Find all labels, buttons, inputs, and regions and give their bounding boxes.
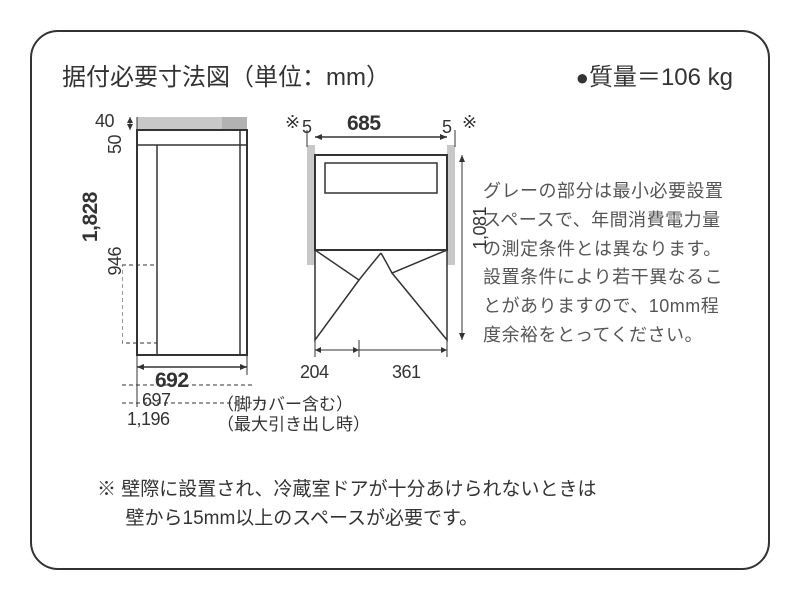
dim-depth-cover: 697 xyxy=(142,390,171,411)
dim-total-height: 1,828 xyxy=(79,192,103,242)
weight-key: 質量＝ xyxy=(589,64,661,91)
description-text: グレーの部分は最小必要設置スペースで、年間消費電力量の測定条件とは異なります。設… xyxy=(483,177,733,350)
dim-width: 685 xyxy=(347,112,381,136)
dim-top-gap: 40 xyxy=(95,111,114,132)
footnote: ※ 壁際に設置され、冷蔵室ドアが十分あけられないときは 壁から15mm以上のスペ… xyxy=(97,476,596,533)
bullet-icon: ● xyxy=(576,65,589,90)
dim-drawer: 946 xyxy=(105,247,126,276)
dim-upper: 50 xyxy=(105,135,126,154)
note-line1: ※ 壁際に設置され、冷蔵室ドアが十分あけられないときは xyxy=(97,476,596,505)
dim-asterisk-r: ※ xyxy=(462,112,477,133)
dim-asterisk-l: ※ xyxy=(285,112,300,133)
dim-depth-max: 1,196 xyxy=(127,409,170,430)
weight-value: 106 kg xyxy=(661,64,733,91)
dim-door-l: 204 xyxy=(300,362,329,383)
side-view-drawing xyxy=(122,117,267,417)
spec-frame: 据付必要寸法図（単位：mm） ●質量＝106 kg グレーの部分は最小必要設置ス… xyxy=(30,30,770,570)
note-line2: 壁から15mm以上のスペースが必要です。 xyxy=(97,505,596,534)
ann-max: （最大引き出し時） xyxy=(217,410,370,435)
top-view-drawing xyxy=(297,125,472,385)
dim-depth-top: 1,081 xyxy=(470,207,491,250)
technical-diagram: 40 50 1,828 946 692 697 1,196 （脚カバー含む） （… xyxy=(87,117,497,457)
dim-door-r: 361 xyxy=(392,362,421,383)
dim-gap-r: 5 xyxy=(442,117,452,138)
dim-gap-l: 5 xyxy=(302,117,312,138)
weight-label: ●質量＝106 kg xyxy=(576,57,733,92)
